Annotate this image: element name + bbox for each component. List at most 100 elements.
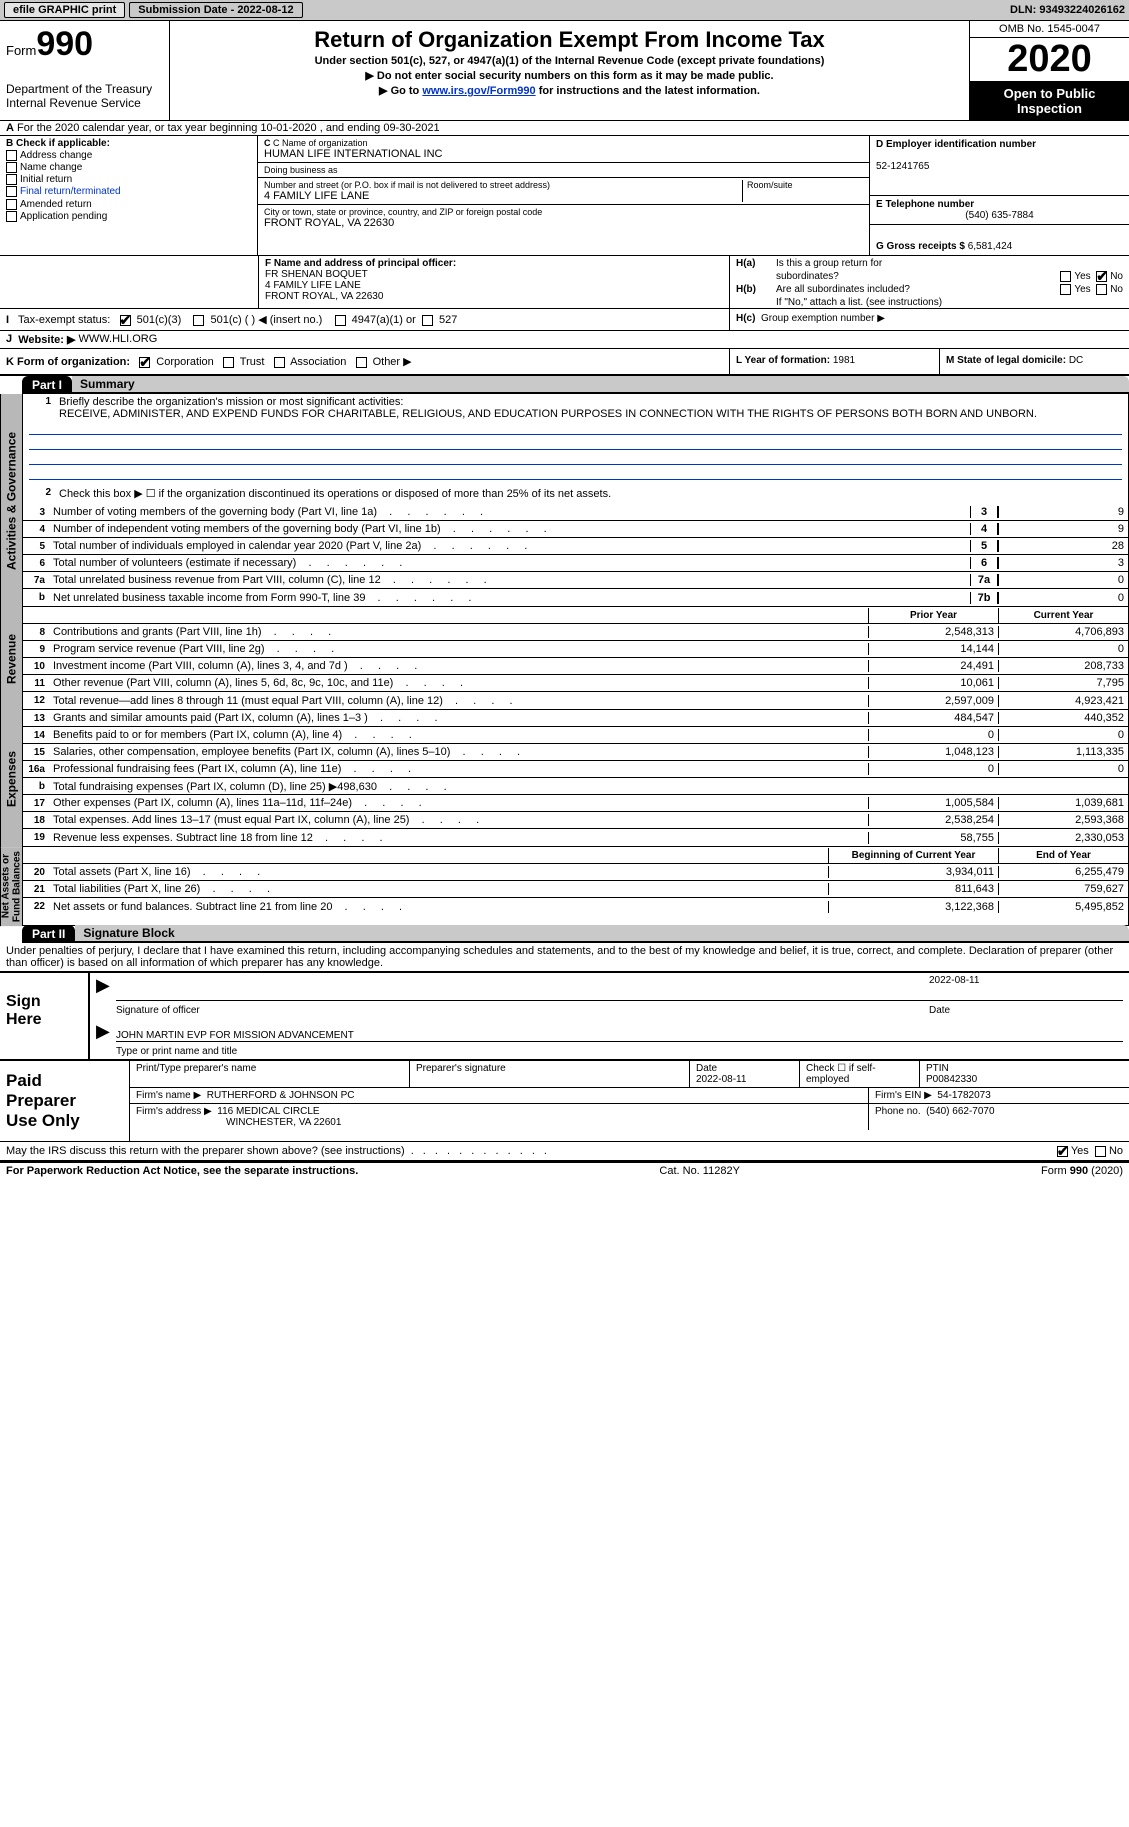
chk-amended[interactable]: Amended return bbox=[6, 199, 251, 210]
chk-initial-return[interactable]: Initial return bbox=[6, 174, 251, 185]
line-prior: 1,048,123 bbox=[868, 746, 998, 758]
line-current: 4,923,421 bbox=[998, 695, 1128, 707]
netasset-header-row: Beginning of Current Year End of Year bbox=[23, 847, 1128, 864]
prep-row1: Print/Type preparer's name Preparer's si… bbox=[130, 1061, 1129, 1088]
hb-no-chk[interactable] bbox=[1096, 284, 1107, 295]
hb-label: H(b) bbox=[736, 284, 776, 295]
chk-address-change[interactable]: Address change bbox=[6, 150, 251, 161]
section-expenses: Expenses 13 Grants and similar amounts p… bbox=[0, 710, 1129, 847]
yes-label: Yes bbox=[1071, 1145, 1089, 1157]
chk-corp[interactable] bbox=[139, 357, 150, 368]
ptin-label: PTIN bbox=[926, 1063, 949, 1074]
prep-row2: Firm's name ▶ RUTHERFORD & JOHNSON PC Fi… bbox=[130, 1088, 1129, 1104]
hb-yes-chk[interactable] bbox=[1060, 284, 1071, 295]
line-prior: 2,597,009 bbox=[868, 695, 998, 707]
line-text: Net unrelated business taxable income fr… bbox=[51, 592, 970, 604]
street-value: 4 FAMILY LIFE LANE bbox=[264, 190, 738, 202]
dln-label: DLN: 93493224026162 bbox=[1010, 4, 1125, 16]
line-num: 4 bbox=[23, 524, 51, 535]
efile-print-button[interactable]: efile GRAPHIC print bbox=[4, 2, 125, 18]
col-current: Current Year bbox=[998, 608, 1128, 623]
mission-line bbox=[29, 466, 1122, 480]
no-label: No bbox=[1110, 284, 1123, 295]
toolbar: efile GRAPHIC print Submission Date - 20… bbox=[0, 0, 1129, 21]
sign-here-label: Sign Here bbox=[0, 973, 90, 1059]
chk-other[interactable] bbox=[356, 357, 367, 368]
line-prior: 1,005,584 bbox=[868, 797, 998, 809]
chk-application-pending[interactable]: Application pending bbox=[6, 211, 251, 222]
year-formation-label: L Year of formation: bbox=[736, 355, 830, 366]
firm-ein-label: Firm's EIN ▶ bbox=[875, 1090, 932, 1101]
section-g: G Gross receipts $ 6,581,424 bbox=[870, 225, 1129, 255]
chk-final-return[interactable]: Final return/terminated bbox=[6, 186, 251, 197]
ha-no-chk[interactable] bbox=[1096, 271, 1107, 282]
opt-501c: 501(c) ( ) ◀ (insert no.) bbox=[211, 314, 323, 326]
line-prior: 58,755 bbox=[868, 832, 998, 844]
discuss-no-chk[interactable] bbox=[1095, 1146, 1106, 1157]
form-note2: ▶ Go to www.irs.gov/Form990 for instruct… bbox=[180, 84, 959, 97]
org-name-label: C Name of organization bbox=[273, 138, 368, 148]
chk-501c[interactable] bbox=[193, 315, 204, 326]
chk-label: Initial return bbox=[20, 174, 72, 185]
chk-name-change[interactable]: Name change bbox=[6, 162, 251, 173]
discuss-yes-chk[interactable] bbox=[1057, 1146, 1068, 1157]
chk-assoc[interactable] bbox=[274, 357, 285, 368]
line-num: 10 bbox=[23, 661, 51, 672]
section-b: B Check if applicable: Address change Na… bbox=[0, 136, 258, 255]
ha-yes-chk[interactable] bbox=[1060, 271, 1071, 282]
line-current: 0 bbox=[998, 729, 1128, 741]
officer-name: FR SHENAN BOQUET bbox=[265, 269, 368, 280]
chk-501c3[interactable] bbox=[120, 315, 131, 326]
chk-4947[interactable] bbox=[335, 315, 346, 326]
rev-lines: 8 Contributions and grants (Part VIII, l… bbox=[23, 624, 1128, 709]
hb-text: Are all subordinates included? bbox=[776, 284, 1060, 295]
hc-label: H(c) bbox=[736, 313, 755, 324]
chk-label: Amended return bbox=[20, 199, 92, 210]
line-text: Number of independent voting members of … bbox=[51, 523, 970, 535]
ha-text: Is this a group return for bbox=[776, 258, 1123, 269]
line-row: 22 Net assets or fund balances. Subtract… bbox=[23, 898, 1128, 915]
line-value: 3 bbox=[998, 557, 1128, 569]
col-prior: Prior Year bbox=[868, 608, 998, 623]
note1-text: Do not enter social security numbers on … bbox=[377, 70, 774, 82]
gross-value: 6,581,424 bbox=[968, 241, 1013, 252]
chk-label: Address change bbox=[20, 150, 92, 161]
chk-trust[interactable] bbox=[223, 357, 234, 368]
section-i: I Tax-exempt status: 501(c)(3) 501(c) ( … bbox=[0, 309, 729, 330]
line-num: 14 bbox=[23, 730, 51, 741]
header-center: Return of Organization Exempt From Incom… bbox=[170, 21, 969, 120]
open-to-public: Open to Public Inspection bbox=[970, 82, 1129, 120]
opt-trust: Trust bbox=[240, 356, 265, 368]
line-text: Professional fundraising fees (Part IX, … bbox=[51, 763, 868, 775]
header-right: OMB No. 1545-0047 2020 Open to Public In… bbox=[969, 21, 1129, 120]
line-text: Total revenue—add lines 8 through 11 (mu… bbox=[51, 695, 868, 707]
header-left: Form990 Department of the Treasury Inter… bbox=[0, 21, 170, 120]
yes-label: Yes bbox=[1074, 271, 1090, 282]
line-text: Number of voting members of the governin… bbox=[51, 506, 970, 518]
sig-date-label: Date bbox=[923, 1005, 1123, 1016]
revenue-header-row: Prior Year Current Year bbox=[23, 607, 1128, 624]
line-a-text: For the 2020 calendar year, or tax year … bbox=[17, 122, 440, 134]
q1-text: RECEIVE, ADMINISTER, AND EXPEND FUNDS FO… bbox=[59, 408, 1037, 420]
prep-date-label: Date bbox=[696, 1063, 717, 1074]
chk-label: Name change bbox=[20, 162, 82, 173]
line-row: 8 Contributions and grants (Part VIII, l… bbox=[23, 624, 1128, 641]
line-num: 13 bbox=[23, 713, 51, 724]
sign-here-block: Sign Here ▶ 2022-08-11 Signature of offi… bbox=[0, 971, 1129, 1059]
netasset-content: Beginning of Current Year End of Year 20… bbox=[22, 847, 1129, 926]
section-d: D Employer identification number 52-1241… bbox=[870, 136, 1129, 196]
irs-link[interactable]: www.irs.gov/Form990 bbox=[422, 85, 535, 97]
governance-content: 1 Briefly describe the organization's mi… bbox=[22, 394, 1129, 607]
line-prior: 484,547 bbox=[868, 712, 998, 724]
no-label: No bbox=[1109, 1145, 1123, 1157]
line-text: Net assets or fund balances. Subtract li… bbox=[51, 901, 828, 913]
line-row: 14 Benefits paid to or for members (Part… bbox=[23, 727, 1128, 744]
chk-527[interactable] bbox=[422, 315, 433, 326]
declaration: Under penalties of perjury, I declare th… bbox=[0, 943, 1129, 971]
line-text: Total unrelated business revenue from Pa… bbox=[51, 574, 970, 586]
org-name-box: C C Name of organization HUMAN LIFE INTE… bbox=[258, 136, 869, 163]
line-prior: 0 bbox=[868, 763, 998, 775]
opt-501c3: 501(c)(3) bbox=[137, 314, 182, 326]
section-revenue: Revenue Prior Year Current Year 8 Contri… bbox=[0, 607, 1129, 710]
line-num: 6 bbox=[23, 558, 51, 569]
